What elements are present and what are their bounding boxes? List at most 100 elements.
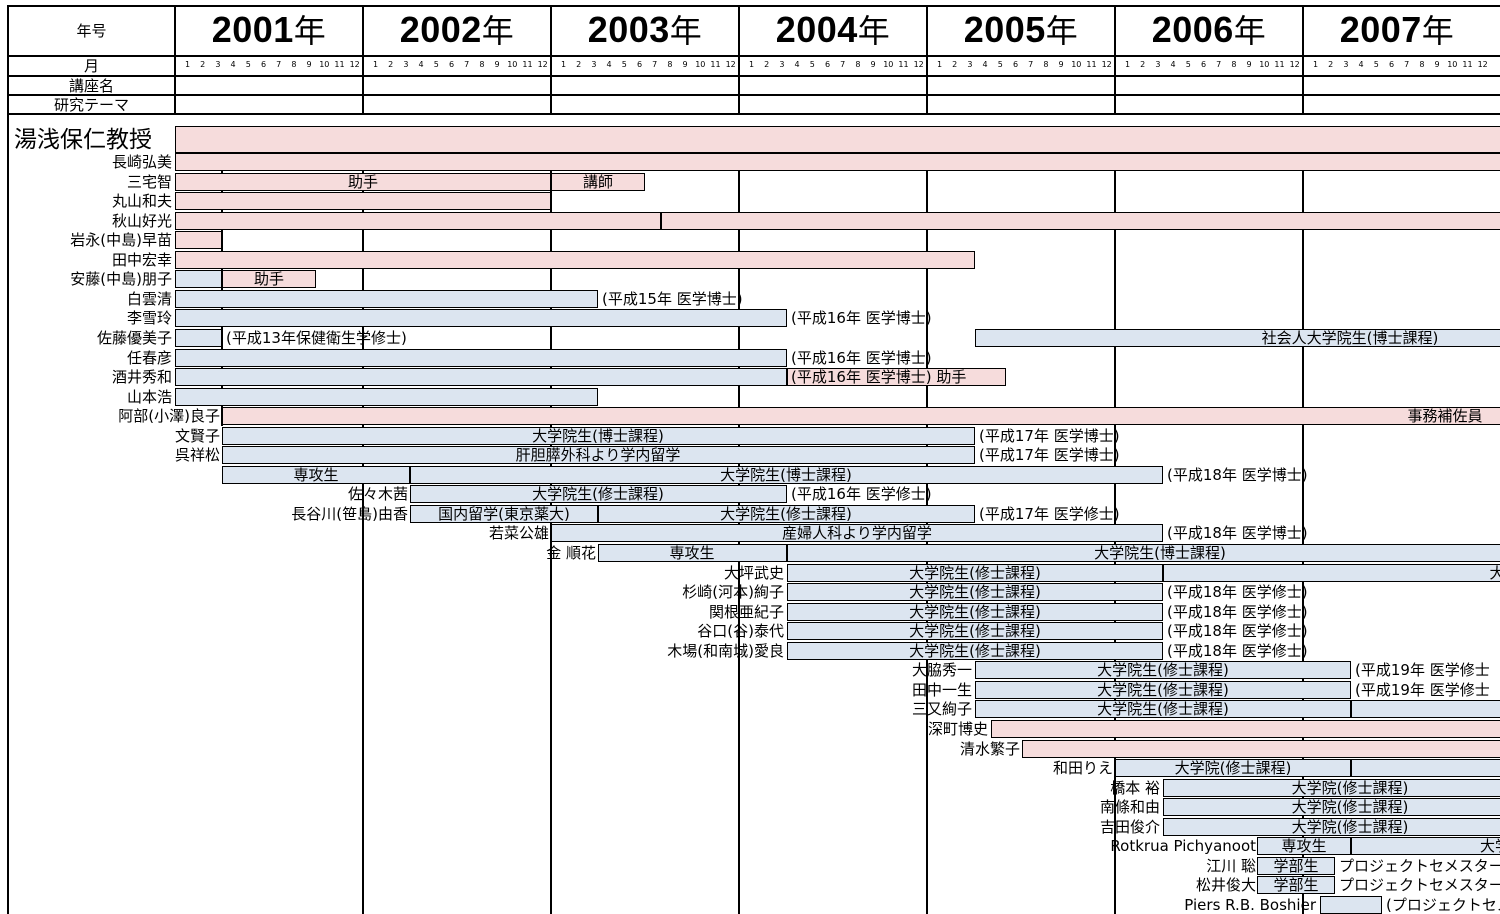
month-number: 4 (1170, 60, 1176, 69)
degree-note: (平成18年 医学修士) (1167, 622, 1308, 641)
member-name: Rotkrua Pichyanoot (1110, 837, 1256, 856)
member-name: 丸山和夫 (111, 192, 172, 211)
timeline-bar (1022, 739, 1500, 758)
professor-bar (175, 126, 1500, 153)
month-number: 11 (898, 60, 909, 69)
bar-label: 大学院生(修士課程) (909, 641, 1041, 660)
member-name: 大坪武史 (723, 563, 784, 582)
timeline-bar (787, 368, 1006, 387)
member-name: 松井俊大 (1195, 876, 1256, 895)
bar-label: 大 (1489, 563, 1500, 582)
month-number: 10 (695, 60, 706, 69)
timeline-bar (787, 602, 1163, 621)
member-name: 呉祥松 (174, 446, 220, 465)
member-name: 谷口(谷)泰代 (697, 622, 784, 641)
year-suffix: 年 (669, 12, 703, 50)
timeline-bar (175, 192, 551, 211)
month-number: 7 (276, 60, 282, 69)
timeline-bar (410, 504, 598, 523)
month-number: 6 (260, 60, 267, 69)
month-number: 6 (824, 60, 831, 69)
member-name: 山本浩 (126, 387, 172, 406)
month-number: 12 (1101, 60, 1112, 69)
member-name: 深町博史 (927, 719, 988, 738)
timeline-bar (175, 231, 222, 250)
month-number: 1 (560, 60, 567, 69)
bar-label: 産婦人科より学内留学 (782, 524, 932, 543)
month-number: 7 (652, 60, 658, 69)
year-suffix: 年 (481, 12, 515, 50)
timeline-bar (1163, 817, 1500, 836)
member-name: 長谷川(笹島)由香 (291, 504, 408, 523)
month-number: 3 (215, 60, 221, 69)
year-row-border (7, 55, 1500, 57)
month-number: 12 (725, 60, 736, 69)
year-column-border (174, 5, 176, 115)
member-name: 関根亜紀子 (708, 602, 784, 621)
timeline-bar (975, 328, 1500, 347)
month-number: 9 (870, 60, 876, 69)
year-column-border (1114, 5, 1116, 115)
member-name: 佐藤優美子 (96, 328, 172, 347)
bar-label: 講師 (582, 172, 614, 191)
bar-label: 大学院生(修士課程) (720, 504, 852, 523)
month-number: 6 (1200, 60, 1207, 69)
member-name: 吉田俊介 (1099, 817, 1160, 836)
year-column-border (550, 5, 552, 115)
degree-note: (平成19年 医学修士 (1355, 661, 1490, 680)
degree-note: (平成17年 医学博士) (979, 426, 1120, 445)
timeline-bar (1163, 563, 1500, 582)
month-number: 9 (1246, 60, 1252, 69)
month-number: 1 (748, 60, 755, 69)
month-number: 4 (982, 60, 988, 69)
month-number: 3 (591, 60, 597, 69)
bar-label: 大学院(修士課程) (1174, 759, 1292, 778)
bar-label: 大学院生(修士課程) (1097, 700, 1229, 719)
timeline-bar (975, 680, 1351, 699)
member-name: Piers R.B. Boshier (1184, 895, 1316, 914)
bar-label: (プロジェクトセメ (1386, 895, 1500, 914)
timeline-bar (598, 544, 787, 562)
month-number: 7 (1404, 60, 1410, 69)
year-gridline (221, 153, 223, 426)
timeline-bar (1257, 876, 1335, 895)
month-number: 7 (1216, 60, 1222, 69)
month-number: 3 (1155, 60, 1161, 69)
month-number: 5 (245, 60, 251, 69)
month-number: 8 (1043, 60, 1049, 69)
year-label: 2007年 (1339, 9, 1455, 50)
month-number: 5 (809, 60, 815, 69)
year-label: 2002年 (399, 9, 515, 50)
bar-label: 社会人大学院生(博士課程) (1261, 328, 1439, 347)
month-number: 11 (1274, 60, 1285, 69)
degree-note: (平成18年 医学修士) (1167, 641, 1308, 660)
timeline-bar (222, 270, 316, 289)
month-number: 8 (667, 60, 673, 69)
month-number: 11 (522, 60, 533, 69)
month-number: 1 (1124, 60, 1131, 69)
month-number: 5 (997, 60, 1003, 69)
month-number: 4 (1358, 60, 1364, 69)
month-number: 1 (936, 60, 943, 69)
timeline-bar (1351, 700, 1500, 719)
month-number: 5 (621, 60, 627, 69)
month-number: 2 (576, 60, 582, 69)
timeline-bar (1351, 837, 1500, 856)
member-name: 南條和由 (1099, 798, 1160, 817)
month-number: 4 (794, 60, 800, 69)
year-label: 2003年 (587, 9, 703, 50)
bar-label: 大学院(修士課程) (1291, 778, 1409, 797)
course-row-border (7, 94, 1500, 96)
timeline-bar (551, 524, 1163, 543)
bar-label: プロジェクトセメスター (1339, 856, 1500, 875)
bar-label: 大学院(修士課程) (1291, 817, 1409, 836)
month-number: 7 (464, 60, 470, 69)
degree-note: (平成16年 医学博士) (791, 309, 932, 328)
year-suffix: 年 (1233, 12, 1267, 50)
month-number: 10 (1071, 60, 1082, 69)
month-number: 12 (1477, 60, 1488, 69)
degree-note: (平成13年保健衛生学修士) (226, 328, 407, 347)
degree-note: (平成15年 医学博士) (602, 289, 743, 308)
year-label: 2006年 (1151, 9, 1267, 50)
